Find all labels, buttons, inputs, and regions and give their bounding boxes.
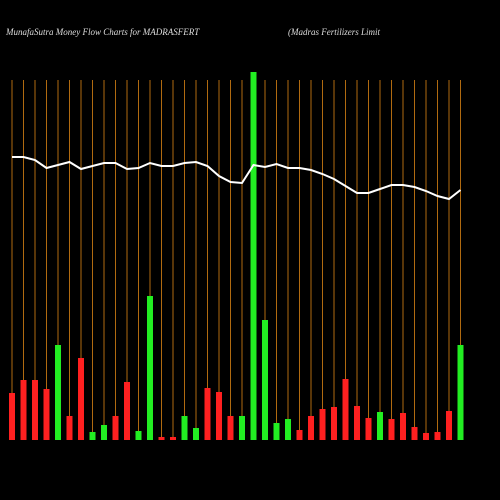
bar xyxy=(135,431,142,440)
bar xyxy=(101,425,107,440)
bar xyxy=(319,409,326,440)
bar xyxy=(89,432,96,440)
bar xyxy=(124,382,130,440)
bar xyxy=(216,392,222,440)
bar xyxy=(204,388,211,440)
bar xyxy=(308,416,314,440)
bar xyxy=(9,393,15,440)
bar xyxy=(262,320,268,440)
bar xyxy=(411,427,418,440)
bar xyxy=(400,413,406,440)
bar xyxy=(66,416,73,440)
bar xyxy=(377,412,383,440)
bar xyxy=(112,416,119,440)
chart-subtitle: (Madras Fertilizers Limit xyxy=(288,27,381,37)
bar xyxy=(285,419,291,440)
bar xyxy=(273,423,280,440)
bar xyxy=(20,380,27,440)
bar xyxy=(32,380,38,440)
bar xyxy=(193,428,199,440)
bar xyxy=(78,358,84,440)
bar xyxy=(55,345,61,440)
bar xyxy=(43,389,50,440)
bar xyxy=(239,416,245,440)
bar xyxy=(434,432,441,440)
bar xyxy=(250,72,257,440)
bar xyxy=(388,419,395,440)
bar xyxy=(227,416,234,440)
bar xyxy=(181,416,188,440)
bar xyxy=(158,437,165,440)
bar xyxy=(365,418,372,440)
bar xyxy=(147,296,153,440)
bar xyxy=(170,437,176,440)
bar xyxy=(423,433,429,440)
bar xyxy=(354,406,360,440)
bar xyxy=(446,411,452,440)
chart-title: MunafaSutra Money Flow Charts for MADRAS… xyxy=(5,27,200,37)
bar xyxy=(296,430,303,440)
money-flow-line xyxy=(12,156,462,201)
bar xyxy=(331,407,337,440)
bar xyxy=(342,379,349,440)
bar xyxy=(457,345,464,440)
